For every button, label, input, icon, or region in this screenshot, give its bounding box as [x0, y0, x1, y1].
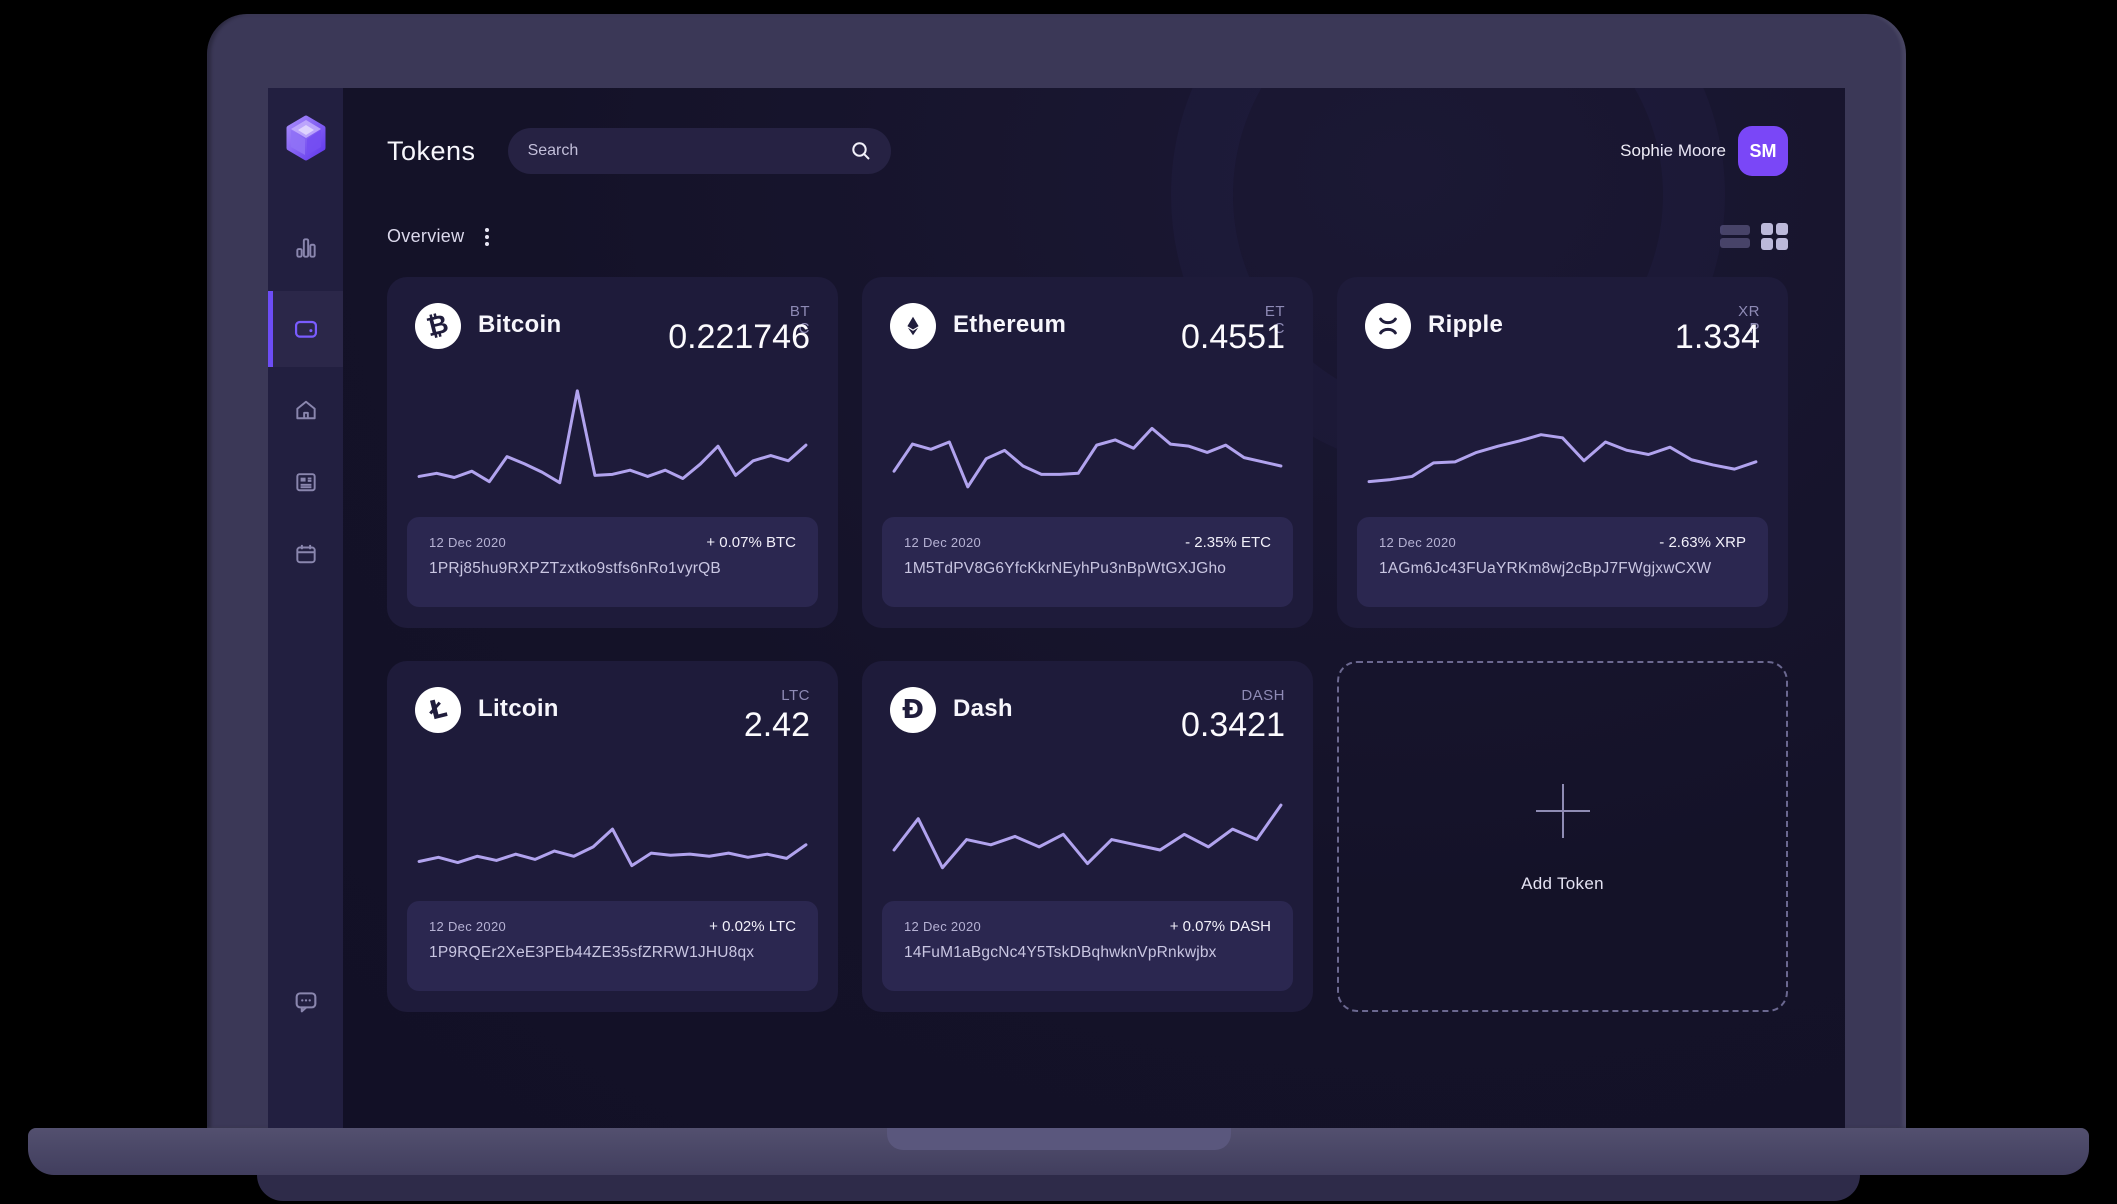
- token-date: 12 Dec 2020: [429, 535, 507, 550]
- bar-chart-icon: [293, 235, 319, 261]
- user-name: Sophie Moore: [1620, 141, 1726, 160]
- sparkline-chart: [411, 763, 814, 879]
- token-footer: 12 Dec 2020 - 2.35% ETC 1M5TdPV8G6YfcKkr…: [882, 517, 1293, 607]
- chat-icon: [292, 988, 320, 1016]
- token-ticker: DASH: [1241, 687, 1285, 704]
- token-change: - 2.35% ETC: [1185, 534, 1271, 551]
- sidebar-item-analytics[interactable]: [268, 224, 343, 272]
- token-change: + 0.07% DASH: [1169, 918, 1271, 935]
- litecoin-icon: Ł: [415, 687, 461, 733]
- token-address: 1M5TdPV8G6YfcKkrNEyhPu3nBpWtGXJGho: [904, 560, 1227, 577]
- token-date: 12 Dec 2020: [429, 919, 507, 934]
- user-menu[interactable]: Sophie Moore SM: [1620, 126, 1788, 176]
- token-footer: 12 Dec 2020 - 2.63% XRP 1AGm6Jc43FUaYRKm…: [1357, 517, 1768, 607]
- token-value: 2.42: [743, 706, 810, 744]
- avatar[interactable]: SM: [1738, 126, 1788, 176]
- token-card-bitcoin[interactable]: ₿ Bitcoin BTC 0.221746 12 Dec 2020 + 0.0…: [387, 277, 838, 628]
- token-date: 12 Dec 2020: [904, 919, 982, 934]
- grid-view-icon[interactable]: [1761, 223, 1788, 250]
- token-card-litcoin[interactable]: Ł Litcoin LTC 2.42 12 Dec 2020 + 0.02% L…: [387, 661, 838, 1012]
- laptop-base: [28, 1128, 2089, 1175]
- token-name: Litcoin: [478, 695, 559, 722]
- token-footer: 12 Dec 2020 + 0.02% LTC 1P9RQEr2XeE3PEb4…: [407, 901, 818, 991]
- sidebar-item-home[interactable]: [268, 386, 343, 434]
- sparkline-chart: [1361, 379, 1764, 495]
- token-change: - 2.63% XRP: [1659, 534, 1746, 551]
- home-icon: [293, 397, 319, 423]
- token-address: 1PRj85hu9RXPZTzxtko9stfs6nRo1vyrQB: [429, 560, 721, 577]
- token-card-ripple[interactable]: Ripple XRP 1.334 12 Dec 2020 - 2.63% XRP…: [1337, 277, 1788, 628]
- token-name: Bitcoin: [478, 311, 562, 338]
- token-value: 0.3421: [1181, 706, 1285, 744]
- sidebar-item-calendar[interactable]: [268, 530, 343, 578]
- sparkline-chart: [886, 763, 1289, 879]
- top-bar: Tokens Sophie Moore SM: [387, 126, 1788, 176]
- app-logo-icon[interactable]: [282, 114, 330, 162]
- token-card-ethereum[interactable]: Ethereum ETC 0.4551 12 Dec 2020 - 2.35% …: [862, 277, 1313, 628]
- section-title: Overview: [387, 226, 465, 246]
- main-content: Tokens Sophie Moore SM Overview: [343, 88, 1845, 1128]
- add-token-label: Add Token: [1521, 873, 1604, 893]
- token-date: 12 Dec 2020: [1379, 535, 1457, 550]
- kebab-menu-icon[interactable]: [482, 225, 492, 249]
- token-ticker: LTC: [781, 687, 810, 704]
- calendar-icon: [293, 541, 319, 567]
- page-title: Tokens: [387, 135, 476, 166]
- token-footer: 12 Dec 2020 + 0.07% BTC 1PRj85hu9RXPZTzx…: [407, 517, 818, 607]
- laptop-bottom-edge: [257, 1175, 1860, 1201]
- laptop-notch: [886, 1128, 1231, 1150]
- token-name: Ethereum: [953, 311, 1067, 338]
- token-value: 1.334: [1674, 318, 1760, 356]
- ripple-icon: [1365, 303, 1411, 349]
- list-view-icon[interactable]: [1720, 225, 1750, 248]
- search-icon[interactable]: [849, 139, 873, 163]
- dash-icon: Ð: [890, 687, 936, 733]
- token-value: 0.221746: [668, 318, 810, 356]
- laptop-frame: Tokens Sophie Moore SM Overview: [207, 14, 1906, 1128]
- ethereum-icon: [890, 303, 936, 349]
- add-token-button[interactable]: Add Token: [1337, 661, 1788, 1012]
- search-bar: [507, 128, 891, 174]
- token-value: 0.4551: [1181, 318, 1285, 356]
- search-input[interactable]: [527, 142, 849, 160]
- token-date: 12 Dec 2020: [904, 535, 982, 550]
- token-change: + 0.02% LTC: [709, 918, 796, 935]
- token-card-dash[interactable]: Ð Dash DASH 0.3421 12 Dec 2020 + 0.07% D…: [862, 661, 1313, 1012]
- token-ticker: ETC: [1264, 303, 1285, 337]
- token-ticker: BTC: [789, 303, 810, 337]
- sidebar-item-chat[interactable]: [292, 988, 320, 1016]
- token-address: 1AGm6Jc43FUaYRKm8wj2cBpJ7FWgjxwCXW: [1379, 560, 1712, 577]
- token-footer: 12 Dec 2020 + 0.07% DASH 14FuM1aBgcNc4Y5…: [882, 901, 1293, 991]
- sidebar-item-news[interactable]: [268, 458, 343, 506]
- token-ticker: XRP: [1738, 303, 1760, 337]
- token-name: Dash: [953, 695, 1013, 722]
- view-toggles: [1720, 223, 1788, 250]
- token-change: + 0.07% BTC: [706, 534, 796, 551]
- sidebar-item-wallet[interactable]: [268, 291, 343, 367]
- dashboard-screen: Tokens Sophie Moore SM Overview: [268, 88, 1845, 1128]
- token-name: Ripple: [1428, 311, 1504, 338]
- sparkline-chart: [886, 379, 1289, 495]
- token-address: 14FuM1aBgcNc4Y5TskDBqhwknVpRnkwjbx: [904, 944, 1217, 961]
- plus-icon: [1532, 780, 1594, 842]
- wallet-card-icon: [292, 315, 320, 343]
- token-address: 1P9RQEr2XeE3PEb44ZE35sfZRRW1JHU8qx: [429, 944, 755, 961]
- bitcoin-icon: ₿: [415, 303, 461, 349]
- news-icon: [293, 469, 319, 495]
- sidebar-nav: [268, 224, 343, 578]
- token-grid: ₿ Bitcoin BTC 0.221746 12 Dec 2020 + 0.0…: [387, 277, 1788, 1012]
- section-header: Overview: [387, 223, 1788, 250]
- sidebar: [268, 88, 343, 1128]
- sparkline-chart: [411, 379, 814, 495]
